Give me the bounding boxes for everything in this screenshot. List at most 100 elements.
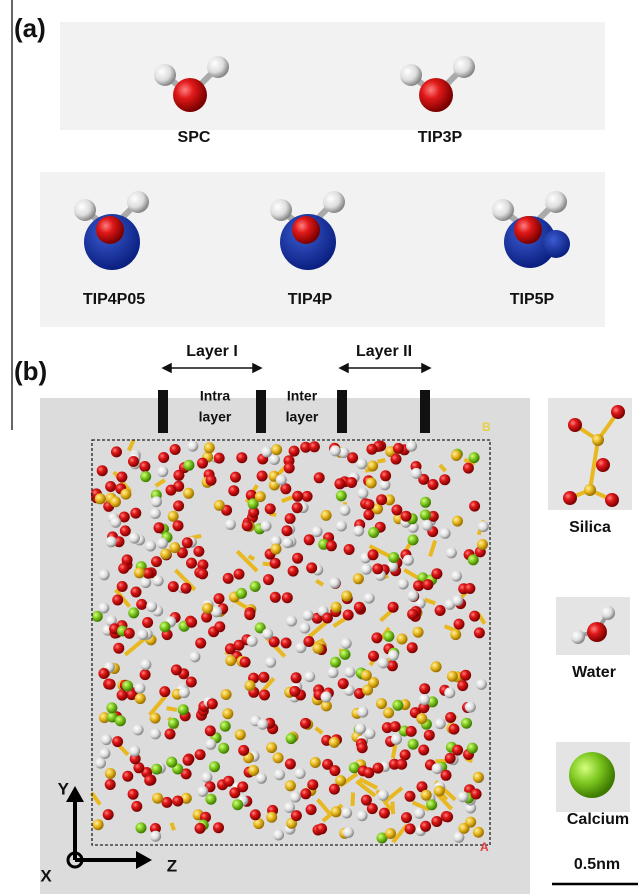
atom xyxy=(136,599,147,610)
atom xyxy=(440,528,451,539)
atom xyxy=(357,488,368,499)
atom xyxy=(168,511,179,522)
atom xyxy=(273,830,284,841)
atom xyxy=(397,634,408,645)
atom xyxy=(131,587,142,598)
atom xyxy=(343,827,354,838)
atom xyxy=(266,742,277,753)
atom xyxy=(206,475,217,486)
atom xyxy=(144,775,155,786)
atom xyxy=(242,520,253,531)
atom xyxy=(120,489,131,500)
axis-label: X xyxy=(40,866,52,885)
atom xyxy=(146,601,157,612)
atom xyxy=(166,485,177,496)
atom xyxy=(140,471,151,482)
atom xyxy=(408,534,419,545)
atom xyxy=(262,628,273,639)
figure: (a) SPCTIP3PTIP4P05TIP4PTIP5P (b) A B La… xyxy=(0,0,640,894)
atom xyxy=(235,729,246,740)
atom xyxy=(205,725,216,736)
atom xyxy=(398,579,409,590)
atom xyxy=(115,715,126,726)
atom xyxy=(367,461,378,472)
atom xyxy=(416,713,427,724)
atom xyxy=(471,789,482,800)
bar xyxy=(337,390,347,433)
atom xyxy=(110,496,121,507)
atom xyxy=(344,544,355,555)
silicon xyxy=(592,434,604,446)
atom xyxy=(469,452,480,463)
atom xyxy=(160,549,171,560)
atom xyxy=(111,446,122,457)
atom xyxy=(230,472,241,483)
atom xyxy=(204,442,215,453)
atom xyxy=(310,757,321,768)
atom xyxy=(220,721,231,732)
bond xyxy=(352,792,353,805)
atom xyxy=(428,479,439,490)
atom xyxy=(151,764,162,775)
atom xyxy=(454,619,465,630)
atom xyxy=(309,441,320,452)
atom xyxy=(477,539,488,550)
atom xyxy=(334,478,345,489)
scale-label: 0.5nm xyxy=(574,856,620,873)
atom xyxy=(166,757,177,768)
atom xyxy=(248,765,259,776)
atom xyxy=(136,822,147,833)
atom xyxy=(303,636,314,647)
atom xyxy=(195,638,206,649)
atom xyxy=(236,452,247,463)
atom xyxy=(93,819,104,830)
atom xyxy=(292,491,303,502)
atom xyxy=(383,631,394,642)
atom xyxy=(128,456,139,467)
atom xyxy=(281,638,292,649)
atom xyxy=(159,686,170,697)
atom xyxy=(291,672,302,683)
atom xyxy=(330,445,341,456)
atom xyxy=(354,602,365,613)
atom xyxy=(329,577,340,588)
atom xyxy=(173,520,184,531)
atom xyxy=(165,729,176,740)
atom xyxy=(419,683,430,694)
atom xyxy=(376,698,387,709)
atom xyxy=(284,463,295,474)
atom xyxy=(286,616,297,627)
atom xyxy=(393,443,404,454)
atom xyxy=(99,748,110,759)
atom xyxy=(214,593,225,604)
atom xyxy=(150,508,161,519)
atom xyxy=(137,629,148,640)
atom xyxy=(101,734,112,745)
atom xyxy=(422,520,433,531)
atom xyxy=(265,657,276,668)
atom xyxy=(128,607,139,618)
atom xyxy=(435,718,446,729)
oxygen xyxy=(419,78,453,112)
atom xyxy=(419,694,430,705)
hydrogen xyxy=(127,191,149,213)
atom xyxy=(183,460,194,471)
atom xyxy=(282,592,293,603)
atom xyxy=(396,759,407,770)
atom xyxy=(300,788,311,799)
atom xyxy=(97,465,108,476)
oxygen xyxy=(605,493,619,507)
atom xyxy=(131,801,142,812)
atom xyxy=(234,569,245,580)
atom xyxy=(229,787,240,798)
atom xyxy=(113,643,124,654)
atom xyxy=(329,784,340,795)
atom xyxy=(469,611,480,622)
atom xyxy=(328,667,339,678)
atom xyxy=(150,713,161,724)
atom xyxy=(150,831,161,842)
atom xyxy=(341,591,352,602)
hydrogen xyxy=(270,199,292,221)
atom xyxy=(214,453,225,464)
atom xyxy=(413,627,424,638)
